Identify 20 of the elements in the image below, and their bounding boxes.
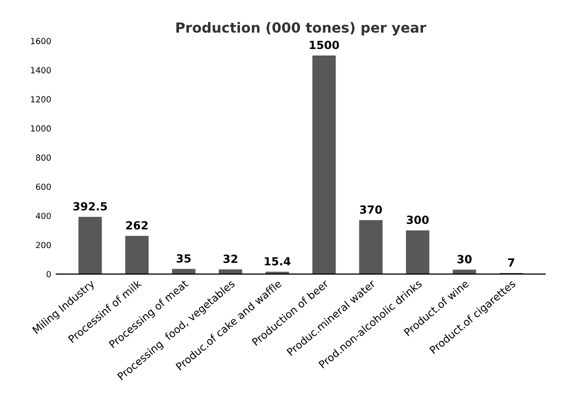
y-tick-label: 200 bbox=[36, 242, 51, 248]
data-label: 7 bbox=[508, 258, 514, 267]
y-tick-label: 600 bbox=[36, 184, 51, 190]
y-tick-label: 1400 bbox=[31, 67, 51, 74]
data-label: 30 bbox=[457, 254, 472, 264]
data-label: 35 bbox=[176, 254, 191, 263]
y-tick-label: 1600 bbox=[31, 38, 51, 44]
data-label: 1500 bbox=[310, 40, 339, 50]
y-tick-label: 1200 bbox=[31, 96, 51, 102]
y-tick-label: 1000 bbox=[31, 125, 51, 132]
data-label: 370 bbox=[360, 205, 382, 214]
data-label: 392.5 bbox=[73, 202, 107, 211]
y-tick-label: 0 bbox=[46, 271, 51, 278]
y-tick-label: 800 bbox=[36, 154, 51, 161]
chart-title: Production (000 tones) per year bbox=[176, 22, 426, 36]
data-label: 300 bbox=[406, 216, 429, 224]
y-tick-label: 400 bbox=[36, 212, 51, 220]
data-label: 262 bbox=[126, 221, 148, 230]
data-label: 32 bbox=[224, 254, 238, 264]
data-label: 15.4 bbox=[264, 257, 290, 266]
